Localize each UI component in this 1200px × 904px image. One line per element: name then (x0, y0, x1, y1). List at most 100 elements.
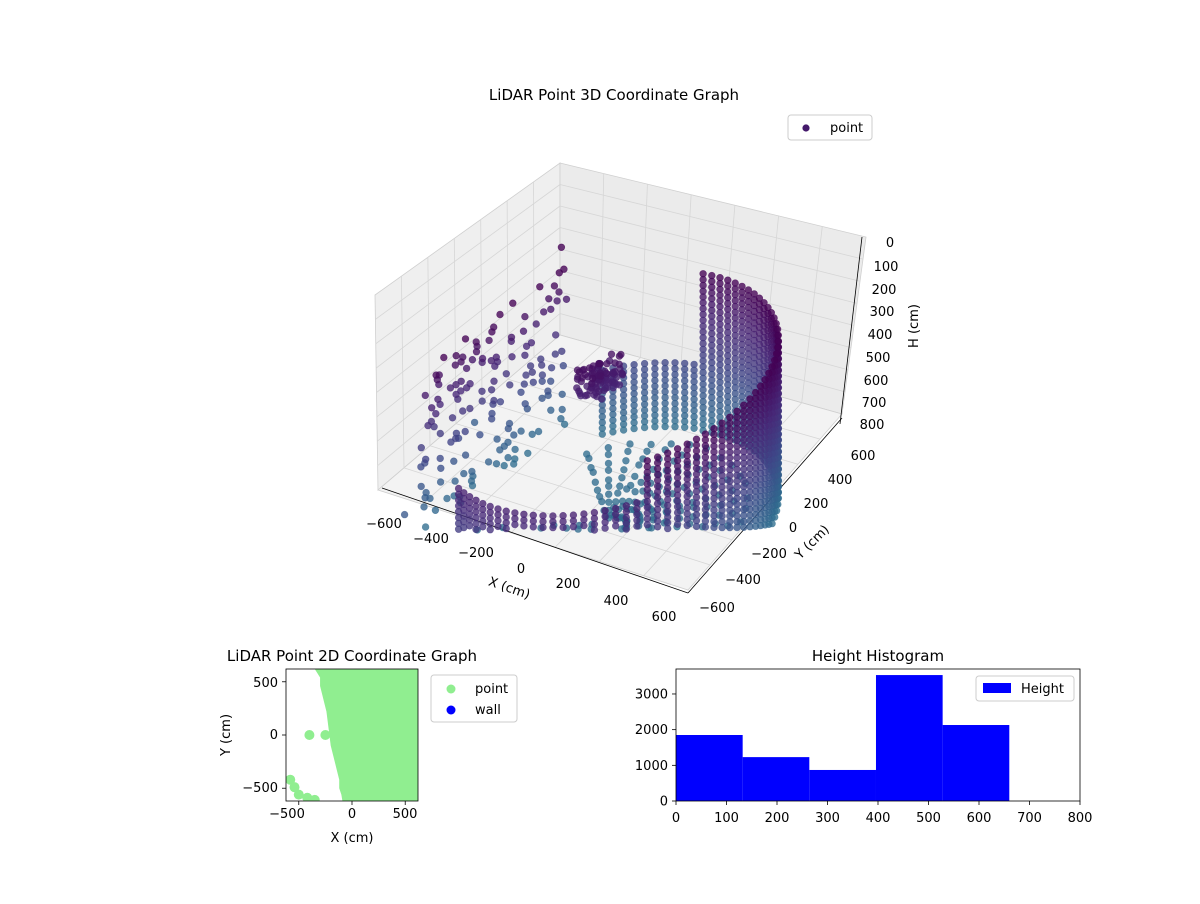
lidar-point (605, 477, 612, 484)
y-tick-label-histogram: 1000 (635, 759, 668, 774)
lidar-point (473, 526, 480, 533)
y-tick-label-histogram: 3000 (635, 687, 668, 702)
lidar-point (467, 405, 474, 412)
lidar-point (605, 451, 612, 458)
lidar-point (468, 478, 475, 485)
chart-2d-title: LiDAR Point 2D Coordinate Graph (227, 647, 477, 665)
lidar-point (591, 527, 598, 534)
lidar-point (533, 321, 540, 328)
lidar-point (616, 483, 623, 490)
lidar-point (558, 415, 565, 422)
lidar-point (604, 360, 611, 367)
x-tick-label-histogram: 400 (866, 811, 891, 826)
lidar-point (523, 372, 530, 379)
lidar-point (552, 351, 559, 358)
lidar-point (539, 372, 546, 379)
lidar-point (554, 298, 561, 305)
lidar-point (418, 483, 425, 490)
lidar-point (702, 524, 709, 531)
z-tick-label: 0 (886, 236, 894, 251)
lidar-point (473, 348, 480, 355)
z-tick-label: 500 (866, 351, 891, 366)
lidar-point (664, 525, 671, 532)
lidar-point (548, 364, 555, 371)
lidar-point (437, 430, 444, 437)
lidar-point (631, 473, 638, 480)
lidar-point (598, 373, 605, 380)
lidar-point (440, 354, 447, 361)
lidar-point (612, 523, 619, 530)
lidar-point (590, 469, 597, 476)
lidar-point (488, 386, 495, 393)
x-tick-label-histogram: 100 (714, 811, 739, 826)
lidar-point (556, 289, 563, 296)
legend-histogram: Height (976, 676, 1074, 701)
legend-3d: point (788, 115, 872, 140)
lidar-point (509, 353, 516, 360)
point-marker (310, 795, 320, 805)
lidar-point (422, 456, 429, 463)
lidar-point (501, 462, 508, 469)
lidar-point (437, 465, 444, 472)
z-tick-label: 100 (874, 260, 899, 275)
lidar-point (577, 390, 584, 397)
lidar-point (747, 523, 754, 530)
lidar-point (462, 452, 469, 459)
lidar-point (518, 389, 525, 396)
lidar-point (598, 498, 605, 505)
y-tick-label-histogram: 2000 (635, 723, 668, 738)
lidar-point (522, 352, 529, 359)
lidar-point (497, 398, 504, 405)
lidar-point (681, 424, 688, 431)
x-tick-label-histogram: 800 (1068, 811, 1093, 826)
lidar-point (570, 523, 577, 530)
lidar-point (545, 388, 552, 395)
histogram-title: Height Histogram (812, 647, 944, 665)
legend-label-point: point (475, 682, 508, 697)
lidar-point (488, 357, 495, 364)
lidar-point (466, 522, 473, 529)
lidar-point (632, 488, 639, 495)
lidar-point (479, 388, 486, 395)
x-tick-label-histogram: 700 (1017, 811, 1042, 826)
z-tick-label: 300 (870, 305, 895, 320)
lidar-point (740, 524, 747, 531)
lidar-point (477, 431, 484, 438)
lidar-point (425, 422, 432, 429)
lidar-point (558, 244, 565, 251)
lidar-point (453, 352, 460, 359)
lidar-point (437, 455, 444, 462)
x-tick-label: 0 (517, 562, 525, 577)
lidar-point (524, 450, 531, 457)
lidar-point (644, 521, 651, 528)
x-tick-label-histogram: 200 (765, 811, 790, 826)
z-tick-label: 200 (872, 283, 897, 298)
x-axis-label: X (cm) (486, 575, 532, 603)
histogram-bar (943, 725, 1010, 801)
y-tick-label: 200 (804, 497, 829, 512)
legend-swatch-height (983, 683, 1011, 693)
scatter-2d-chart: LiDAR Point 2D Coordinate Graph −500 0 5… (219, 647, 517, 846)
legend-marker-point (802, 124, 809, 131)
lidar-point (625, 448, 632, 455)
lidar-point (487, 526, 494, 533)
lidar-point (433, 372, 440, 379)
lidar-point (463, 365, 470, 372)
lidar-point (636, 462, 643, 469)
x-tick-label-histogram: 500 (916, 811, 941, 826)
lidar-point (589, 375, 596, 382)
z-tick-label: 600 (864, 374, 889, 389)
y-tick-label: −400 (725, 573, 761, 588)
lidar-point (460, 470, 467, 477)
lidar-point (556, 269, 563, 276)
lidar-point (596, 388, 603, 395)
lidar-point (560, 362, 567, 369)
x-tick-label-histogram: 0 (672, 811, 680, 826)
histogram-bar (876, 675, 943, 801)
lidar-point (495, 523, 502, 530)
lidar-point (437, 479, 444, 486)
lidar-point (560, 524, 567, 531)
lidar-point (401, 511, 408, 518)
lidar-point (581, 522, 588, 529)
